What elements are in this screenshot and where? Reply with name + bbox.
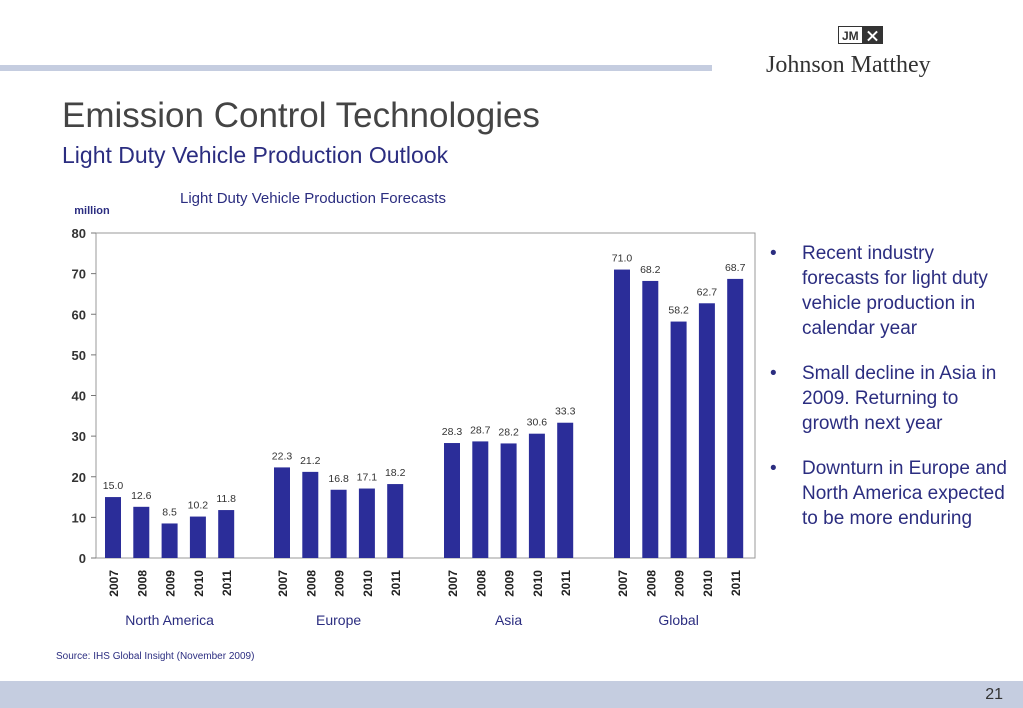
page-subtitle: Light Duty Vehicle Production Outlook: [62, 142, 449, 168]
bar: [387, 484, 404, 558]
bar-value-label: 21.2: [300, 455, 321, 467]
bar-value-label: 33.3: [555, 406, 576, 418]
bar: [274, 467, 290, 558]
bar: [218, 510, 235, 558]
bar: [105, 497, 121, 558]
bar-value-label: 16.8: [328, 473, 349, 485]
group-label: Europe: [316, 612, 361, 628]
bar-value-label: 15.0: [103, 480, 124, 492]
x-tick-label: 2010: [361, 570, 375, 597]
x-tick-label: 2007: [446, 570, 460, 597]
bullet-symbol: •: [770, 363, 777, 384]
source-note: Source: IHS Global Insight (November 200…: [56, 651, 255, 662]
group-label: Asia: [495, 612, 522, 628]
logo-mark: JM: [838, 26, 883, 44]
bar-value-label: 8.5: [162, 506, 177, 518]
header-band: [0, 65, 712, 71]
y-tick-label: 0: [79, 551, 86, 566]
group-label: North America: [125, 612, 214, 628]
y-tick-label: 30: [72, 429, 86, 444]
x-tick-label: 2007: [107, 570, 121, 597]
bar-value-label: 28.7: [470, 424, 491, 436]
x-tick-label: 2011: [389, 570, 403, 596]
bar: [698, 303, 715, 558]
bar: [189, 516, 206, 558]
crossed-hammers-icon: [862, 26, 883, 44]
bar-value-label: 17.1: [357, 472, 378, 484]
bar: [727, 278, 744, 558]
bar-value-label: 11.8: [216, 493, 236, 505]
bar-value-label: 68.2: [640, 264, 661, 276]
bar-value-label: 62.7: [697, 286, 718, 298]
bar: [444, 443, 460, 558]
x-tick-label: 2009: [673, 570, 687, 597]
bar: [472, 441, 489, 558]
bar-value-label: 10.2: [188, 500, 209, 512]
bar-value-label: 28.3: [442, 426, 463, 438]
bar: [161, 523, 178, 558]
x-tick-label: 2009: [333, 570, 347, 597]
x-tick-label: 2007: [616, 570, 630, 597]
x-tick-label: 2008: [474, 570, 488, 597]
bar-value-label: 30.6: [527, 417, 548, 429]
bullet-symbol: •: [770, 458, 777, 479]
bar-value-label: 68.7: [725, 262, 746, 274]
bullet-text: Small decline in Asia in 2009. Returning…: [802, 363, 997, 434]
y-axis-unit-label: million: [74, 205, 110, 217]
x-tick-label: 2008: [644, 570, 658, 597]
page-number: 21: [985, 686, 1003, 703]
company-logo: JM Johnson Matthey: [766, 26, 966, 81]
page-title: Emission Control Technologies: [62, 96, 540, 135]
bar: [557, 422, 574, 558]
bar: [614, 269, 630, 558]
x-tick-label: 2009: [164, 570, 178, 597]
bullet-item: • Small decline in Asia in 2009. Returni…: [764, 361, 1009, 436]
bar: [528, 433, 545, 558]
y-tick-label: 50: [72, 348, 86, 363]
bar: [358, 488, 375, 558]
chart-title: Light Duty Vehicle Production Forecasts: [180, 190, 446, 207]
logo-jm-text: JM: [838, 26, 863, 44]
bullet-list: • Recent industry forecasts for light du…: [764, 241, 1009, 551]
bar: [642, 280, 659, 558]
y-tick-label: 40: [72, 389, 86, 404]
x-tick-label: 2008: [135, 570, 149, 597]
y-tick-label: 20: [72, 470, 86, 485]
x-tick-label: 2007: [276, 570, 290, 597]
bullet-text: Downturn in Europe and North America exp…: [802, 458, 1007, 529]
x-tick-label: 2011: [729, 570, 743, 596]
bar-value-label: 12.6: [131, 490, 152, 502]
y-tick-label: 80: [72, 226, 86, 241]
bar-value-label: 71.0: [612, 253, 633, 265]
bullet-item: • Recent industry forecasts for light du…: [764, 241, 1009, 341]
y-tick-label: 70: [72, 267, 86, 282]
bar-value-label: 28.2: [498, 426, 519, 438]
bullet-text: Recent industry forecasts for light duty…: [802, 243, 988, 339]
bullet-symbol: •: [770, 243, 777, 264]
bullet-item: • Downturn in Europe and North America e…: [764, 456, 1009, 531]
x-tick-label: 2010: [701, 570, 715, 597]
group-label: Global: [658, 612, 698, 628]
bar: [302, 471, 319, 558]
footer-band: [0, 681, 1023, 708]
y-tick-label: 60: [72, 307, 86, 322]
bar-value-label: 58.2: [668, 305, 689, 317]
x-tick-label: 2011: [559, 570, 573, 596]
bar: [500, 443, 517, 558]
x-tick-label: 2008: [304, 570, 318, 597]
bar-value-label: 18.2: [385, 467, 406, 479]
x-tick-label: 2010: [192, 570, 206, 597]
y-tick-label: 10: [72, 510, 86, 525]
bar-chart: Light Duty Vehicle Production Forecasts m…: [72, 190, 756, 628]
bar: [330, 489, 347, 558]
logo-wordmark: Johnson Matthey: [766, 52, 931, 78]
bar-value-label: 22.3: [272, 450, 293, 462]
x-tick-label: 2011: [220, 570, 234, 596]
bar: [133, 506, 150, 558]
bar: [670, 321, 687, 558]
x-tick-label: 2010: [531, 570, 545, 597]
x-tick-label: 2009: [503, 570, 517, 597]
